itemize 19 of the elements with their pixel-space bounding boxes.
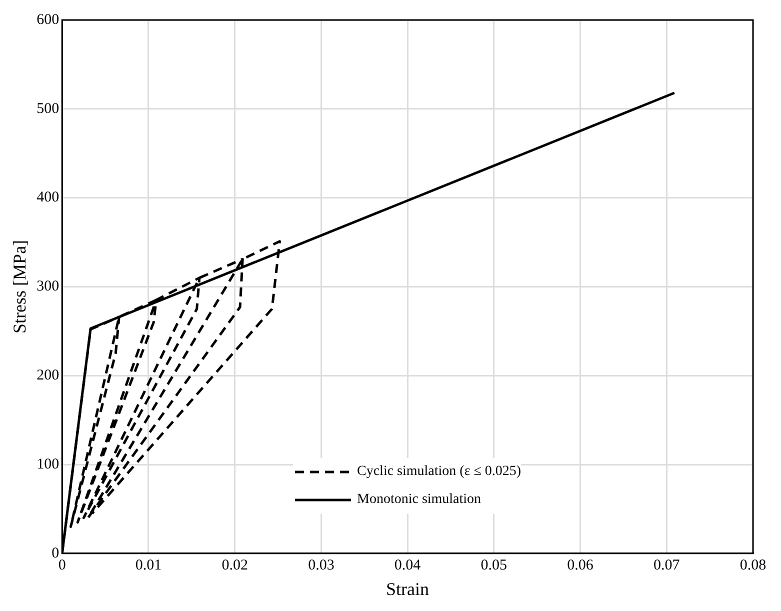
x-tick-label: 0.01 (135, 557, 162, 574)
x-tick-label: 0.05 (480, 557, 508, 574)
x-tick-label: 0.08 (740, 557, 766, 574)
y-axis-title: Stress [MPa] (10, 240, 30, 334)
x-tick-label: 0.03 (308, 557, 334, 574)
y-tick-label: 400 (36, 190, 60, 206)
legend-label: Cyclic simulation (ε ≤ 0.025) (357, 464, 522, 480)
x-tick-label: 0.02 (222, 557, 248, 574)
y-tick-label: 0 (52, 545, 60, 562)
x-tick-label: 0.06 (567, 557, 594, 574)
y-tick-label: 100 (36, 456, 60, 472)
legend-label: Monotonic simulation (357, 492, 482, 508)
y-tick-label: 500 (36, 100, 60, 117)
x-tick-label: 0.04 (394, 557, 422, 574)
y-tick-label: 600 (36, 12, 60, 28)
y-tick-label: 200 (36, 368, 60, 384)
y-tick-label: 300 (36, 278, 60, 295)
x-axis-title: Strain (386, 578, 430, 599)
x-tick-label: 0.07 (654, 557, 680, 574)
